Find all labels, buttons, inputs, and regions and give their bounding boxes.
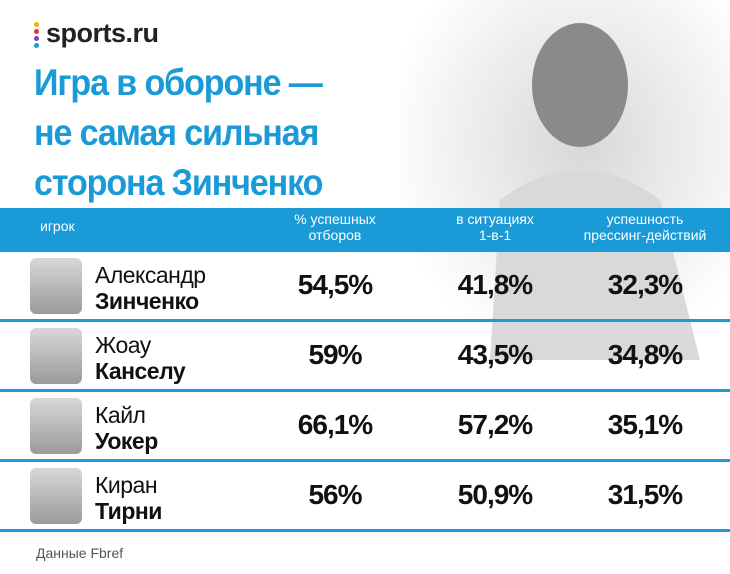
stat-value: 57,2%: [457, 409, 533, 440]
player-first-name: Жоау: [95, 332, 151, 358]
row-separator: [0, 529, 730, 532]
stat-value: 32,3%: [607, 269, 683, 300]
column-header: 1-в-1: [478, 227, 512, 243]
stat-value: 34,8%: [607, 339, 683, 370]
title-line: не самая сильная: [34, 112, 319, 153]
column-header: в ситуациях: [456, 211, 534, 227]
stat-value: 35,1%: [607, 409, 683, 440]
stat-value: 59%: [308, 339, 362, 370]
stat-value: 43,5%: [457, 339, 533, 370]
column-header: отборов: [308, 227, 362, 243]
stat-value: 54,5%: [297, 269, 373, 300]
player-avatar: [30, 328, 82, 384]
player-last-name: Тирни: [95, 498, 162, 524]
column-header: успешность: [606, 211, 684, 227]
player-first-name: Александр: [95, 262, 206, 288]
title-line: сторона Зинченко: [34, 162, 323, 203]
title-line: Игра в обороне —: [34, 62, 323, 103]
column-header: игрок: [40, 218, 75, 234]
stat-value: 41,8%: [457, 269, 533, 300]
column-header: % успешных: [294, 211, 376, 227]
row-separator: [0, 319, 730, 322]
stat-value: 66,1%: [297, 409, 373, 440]
player-avatar: [30, 468, 82, 524]
stat-value: 56%: [308, 479, 362, 510]
player-last-name: Зинченко: [95, 288, 199, 314]
column-header: прессинг-действий: [583, 227, 707, 243]
source-note: Данные Fbref: [36, 545, 124, 561]
stat-value: 50,9%: [457, 479, 533, 510]
player-photo: [400, 0, 730, 360]
player-avatar: [30, 398, 82, 454]
player-last-name: Канселу: [95, 358, 186, 384]
player-avatar: [30, 258, 82, 314]
player-last-name: Уокер: [95, 428, 158, 454]
brand: sports.ru: [46, 18, 159, 48]
brand-dots: [34, 22, 40, 50]
player-first-name: Кайл: [95, 402, 146, 428]
stat-value: 31,5%: [607, 479, 683, 510]
table-header: [0, 208, 730, 252]
row-separator: [0, 389, 730, 392]
player-first-name: Киран: [95, 472, 158, 498]
row-separator: [0, 459, 730, 462]
